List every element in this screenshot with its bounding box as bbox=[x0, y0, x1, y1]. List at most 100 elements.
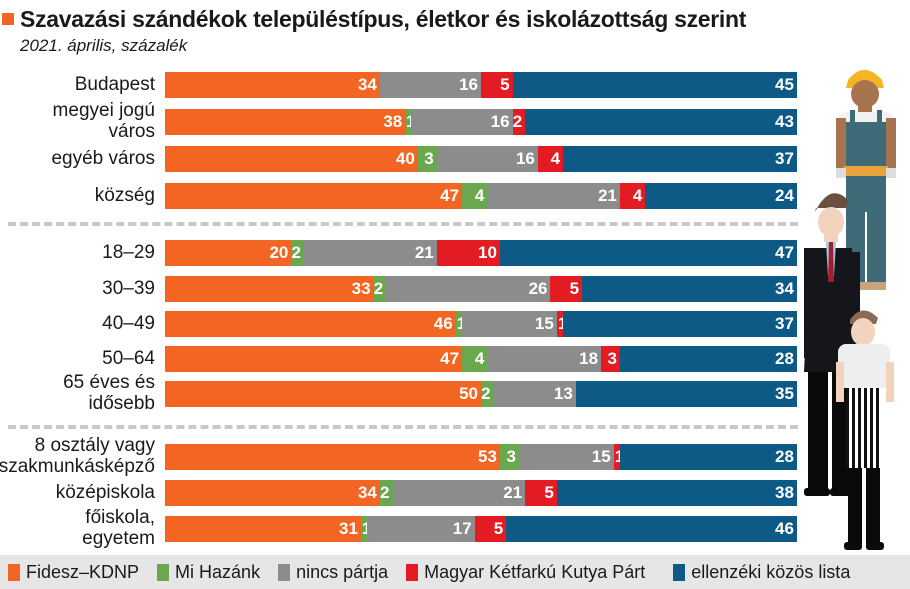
fidesz-segment: 53 bbox=[165, 444, 500, 470]
data-label: 10 bbox=[478, 243, 497, 262]
ellenzek-segment: 28 bbox=[620, 346, 797, 372]
data-label: 13 bbox=[553, 384, 573, 403]
ellenzek-segment: 34 bbox=[582, 276, 797, 302]
data-label: 34 bbox=[775, 279, 794, 298]
fidesz-segment: 31 bbox=[165, 516, 361, 542]
fidesz-segment: 20 bbox=[165, 240, 292, 266]
data-label: 2 bbox=[481, 384, 491, 403]
data-label: 37 bbox=[775, 149, 794, 168]
bar-row: 381 162 43 bbox=[165, 109, 797, 135]
chef-icon bbox=[836, 310, 894, 550]
data-label: 33 bbox=[351, 279, 371, 298]
data-label: 3 bbox=[424, 149, 434, 168]
mkkp-segment: 1 bbox=[556, 311, 567, 337]
data-label: 1 bbox=[406, 109, 415, 135]
data-label: 45 bbox=[775, 75, 794, 94]
legend-item: ellenzéki közös lista bbox=[673, 562, 850, 583]
data-label: 16 bbox=[490, 112, 510, 131]
data-label: 2 bbox=[380, 483, 390, 502]
legend-label: Magyar Kétfarkú Kutya Párt bbox=[424, 561, 646, 582]
mkkp-segment: 5 bbox=[550, 276, 583, 302]
bar-row: 50 2 13 35 bbox=[165, 381, 797, 407]
legend-label: ellenzéki közös lista bbox=[691, 561, 851, 582]
data-label: 3 bbox=[607, 349, 617, 368]
data-label: 2 bbox=[291, 243, 302, 262]
category-label: 8 osztály vagy szakmunkásképző bbox=[0, 435, 155, 477]
legend-item: Magyar Kétfarkú Kutya Párt bbox=[406, 562, 645, 583]
mi-hazank-segment: 3 bbox=[417, 146, 437, 172]
data-label: 38 bbox=[775, 483, 794, 502]
data-label: 20 bbox=[269, 243, 289, 262]
data-label: 5 bbox=[544, 483, 554, 502]
legend-item: Mi Hazánk bbox=[157, 562, 260, 583]
data-label: 47 bbox=[775, 243, 794, 262]
data-label: 34 bbox=[357, 483, 377, 502]
legend-label: nincs pártja bbox=[296, 561, 389, 582]
mkkp-segment: 5 bbox=[480, 72, 513, 98]
ellenzek-segment: 46 bbox=[506, 516, 797, 542]
data-label: 40 bbox=[395, 149, 415, 168]
data-label: 15 bbox=[591, 447, 611, 466]
category-label-line: 8 osztály vagy bbox=[34, 435, 155, 456]
data-label: 5 bbox=[569, 279, 580, 298]
category-label-line: egyéb város bbox=[51, 147, 155, 169]
data-label: 38 bbox=[383, 112, 403, 131]
data-label: 5 bbox=[493, 519, 504, 538]
category-label-line: 65 éves és bbox=[63, 372, 155, 393]
bar-row: 46115137 bbox=[165, 311, 797, 337]
nincs-partja-segment: 21 bbox=[487, 183, 621, 209]
data-label: 2 bbox=[373, 279, 384, 298]
category-label-line: 50–64 bbox=[102, 347, 155, 369]
legend-item: nincs pártja bbox=[278, 562, 388, 583]
legend-item: Fidesz–KDNP bbox=[8, 562, 139, 583]
nincs-partja-segment: 13 bbox=[493, 381, 576, 407]
data-label: 2 bbox=[512, 112, 523, 131]
group-divider bbox=[8, 222, 798, 226]
title-accent-square bbox=[2, 13, 14, 25]
people-illustration bbox=[804, 70, 896, 550]
fidesz-segment: 46 bbox=[165, 311, 456, 337]
bar-row: 34 16 5 45 bbox=[165, 72, 797, 98]
category-label-line: egyetem bbox=[82, 528, 155, 549]
mkkp-segment: 4 bbox=[620, 183, 646, 209]
ellenzek-segment: 45 bbox=[512, 72, 797, 98]
fidesz-segment: 47 bbox=[165, 346, 463, 372]
data-label: 17 bbox=[452, 519, 472, 538]
fidesz-segment: 38 bbox=[165, 109, 406, 135]
chart-title: Szavazási szándékok településtípus, élet… bbox=[20, 6, 747, 32]
mi-hazank-segment: 2 bbox=[481, 381, 494, 407]
category-label: 30–39 bbox=[102, 278, 155, 299]
fidesz-segment: 50 bbox=[165, 381, 481, 407]
data-label: 53 bbox=[478, 447, 497, 466]
fidesz-segment: 47 bbox=[165, 183, 463, 209]
data-label: 34 bbox=[357, 75, 377, 94]
category-label-line: Budapest bbox=[74, 73, 155, 95]
fidesz-segment: 33 bbox=[165, 276, 374, 302]
ellenzek-segment: 37 bbox=[563, 146, 797, 172]
ellenzek-segment: 24 bbox=[645, 183, 797, 209]
legend-swatch bbox=[278, 563, 291, 581]
category-label-line: középiskola bbox=[55, 481, 155, 503]
mkkp-segment: 1 bbox=[613, 444, 624, 470]
nincs-partja-segment: 15 bbox=[518, 444, 614, 470]
mi-hazank-segment: 1 bbox=[360, 516, 371, 542]
data-label: 21 bbox=[414, 243, 434, 262]
data-label: 28 bbox=[775, 447, 794, 466]
data-label: 1 bbox=[558, 311, 567, 337]
category-label-line: főiskola, bbox=[85, 507, 155, 528]
mi-hazank-segment: 1 bbox=[405, 109, 416, 135]
legend-swatch bbox=[406, 563, 419, 581]
mi-hazank-segment: 3 bbox=[499, 444, 519, 470]
data-label: 46 bbox=[775, 519, 794, 538]
bar-row: 20 2 21 10 47 bbox=[165, 240, 797, 266]
category-label: 65 éves és idősebb bbox=[63, 372, 155, 414]
category-label: egyéb város bbox=[51, 148, 155, 169]
data-label: 47 bbox=[440, 349, 460, 368]
ellenzek-segment: 28 bbox=[620, 444, 797, 470]
data-label: 4 bbox=[474, 349, 485, 368]
data-label: 15 bbox=[534, 314, 554, 333]
nincs-partja-segment: 15 bbox=[462, 311, 557, 337]
legend-swatch bbox=[673, 563, 686, 581]
chart-header: Szavazási szándékok településtípus, élet… bbox=[0, 4, 900, 64]
